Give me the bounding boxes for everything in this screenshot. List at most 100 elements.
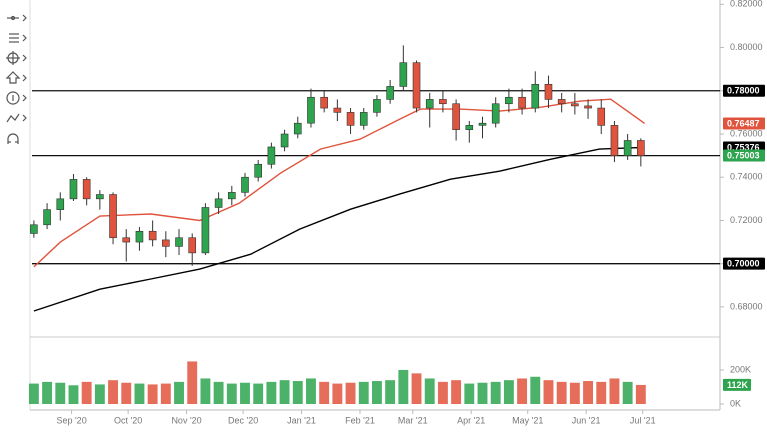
tool-line[interactable] — [7, 14, 27, 22]
candle-body — [293, 122, 302, 135]
volume-bar — [147, 384, 158, 404]
volume-bar — [503, 380, 514, 404]
volume-label-box — [723, 378, 751, 391]
x-tick-label: Sep '20 — [56, 415, 86, 425]
price-label: 0.70000 — [727, 259, 760, 269]
x-tick-label: Oct '20 — [114, 415, 142, 425]
volume-bar — [464, 383, 475, 404]
tool-pattern[interactable] — [6, 113, 27, 123]
candle-body — [584, 105, 592, 109]
moving-average — [33, 146, 645, 312]
candle-body — [531, 83, 540, 109]
volume-bar — [451, 380, 462, 404]
volume-bar — [569, 382, 580, 404]
volume-bar — [332, 383, 343, 404]
moving-average — [33, 98, 646, 268]
volume-bar — [517, 378, 528, 404]
tool-fib[interactable] — [9, 33, 27, 43]
volume-bar — [477, 382, 488, 404]
candle-body — [241, 176, 249, 193]
candle-body — [201, 207, 210, 254]
volume-bar — [345, 382, 356, 404]
candle-body — [254, 163, 262, 178]
volume-bar — [371, 381, 382, 404]
volume-bar — [187, 361, 198, 404]
volume-bar — [213, 381, 224, 404]
candle-body — [373, 99, 381, 113]
candle-body — [148, 230, 157, 241]
tool-cross[interactable] — [6, 51, 27, 65]
tool-magnet[interactable] — [7, 133, 19, 144]
volume-bar — [437, 381, 448, 404]
volume-bar — [490, 381, 501, 404]
x-tick-label: Apr '21 — [457, 415, 485, 425]
volume-label: 112K — [727, 380, 749, 390]
candle-body — [228, 192, 236, 200]
volume-bar — [635, 384, 646, 404]
volume-bar — [358, 381, 369, 404]
candle-body — [162, 239, 170, 247]
candle-body — [491, 103, 500, 124]
candle-body — [425, 99, 434, 109]
candle-body — [188, 237, 197, 254]
volume-bar — [319, 381, 330, 404]
candle-body — [505, 96, 513, 105]
volume-bar — [68, 385, 79, 404]
y-tick-label: 0.76000 — [730, 128, 763, 138]
volume-bar — [200, 378, 211, 404]
volume-panel — [28, 361, 646, 404]
price-label: 0.78000 — [727, 86, 760, 96]
volume-bar — [253, 383, 264, 404]
candle-body — [571, 103, 579, 107]
candle-body — [96, 194, 104, 200]
volume-bar — [306, 378, 316, 404]
price-panel — [30, 45, 720, 312]
candle-body — [267, 146, 276, 165]
candle-body — [439, 99, 447, 105]
volume-bar — [226, 383, 237, 404]
candle-body — [280, 133, 289, 148]
x-tick-label: Jun '21 — [572, 415, 601, 425]
volume-bar — [174, 381, 184, 404]
price-label-box — [723, 149, 765, 162]
volume-bar — [55, 382, 66, 404]
tool-annotate[interactable] — [6, 91, 27, 105]
axis-labels: 0.68000 0.70000 0.72000 0.74000 0.76000 0.780… — [56, 0, 765, 425]
candle-body — [346, 112, 355, 126]
volume-bar — [266, 381, 277, 404]
x-tick-label: Jan '21 — [287, 415, 316, 425]
volume-bar — [424, 378, 435, 404]
volume-bar — [556, 381, 567, 404]
x-tick-label: May '21 — [512, 415, 543, 425]
volume-bar — [596, 381, 607, 404]
candle-body — [557, 99, 566, 105]
tool-shape[interactable] — [5, 71, 27, 84]
volume-bar — [28, 383, 39, 404]
x-tick-label: Feb '21 — [345, 415, 375, 425]
x-tick-label: Nov '20 — [171, 415, 201, 425]
volume-bar — [530, 376, 541, 404]
candle-body — [30, 224, 38, 234]
y-tick-label: 0.82000 — [730, 0, 763, 9]
candle-body — [399, 62, 408, 87]
candle-body — [175, 237, 183, 247]
volume-bar — [134, 383, 145, 404]
candle-body — [412, 62, 421, 109]
candle-body — [69, 179, 78, 200]
candle-body — [478, 122, 487, 126]
price-label-box — [723, 84, 765, 97]
y-tick-label: 0.68000 — [730, 301, 763, 311]
x-tick-label: Mar '21 — [398, 415, 428, 425]
candle-body — [333, 107, 342, 113]
price-label: 0.76487 — [727, 118, 760, 128]
volume-bar — [292, 381, 303, 404]
candle-body — [307, 96, 315, 124]
candle-body — [518, 96, 526, 109]
volume-bar — [398, 369, 409, 404]
volume-bar — [121, 382, 132, 404]
candle-body — [623, 140, 632, 156]
toolbar — [5, 14, 27, 144]
x-tick-label: Jul '21 — [630, 415, 656, 425]
volume-bar — [94, 384, 105, 404]
